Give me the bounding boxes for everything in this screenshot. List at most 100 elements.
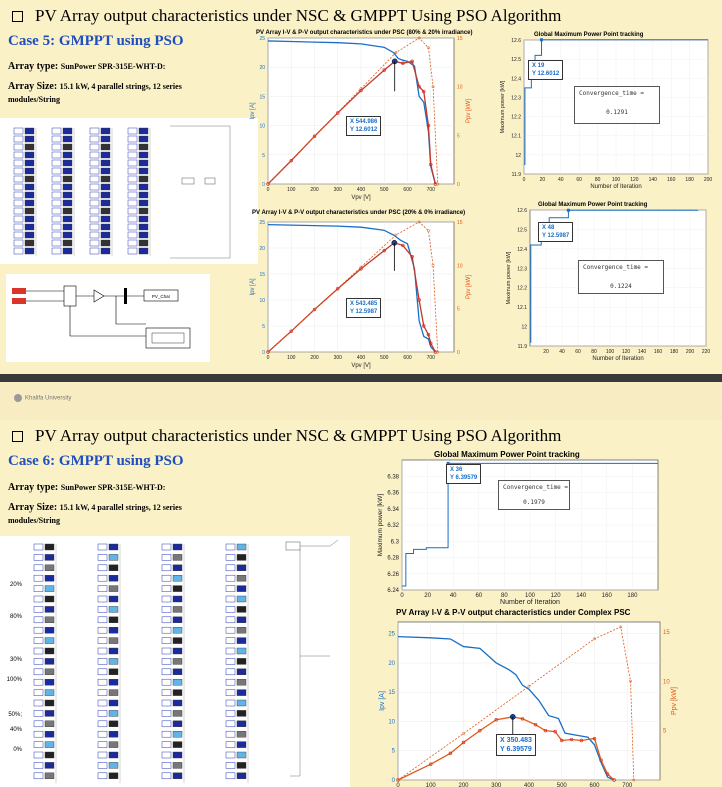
y-tick-label: 12.4	[511, 76, 521, 82]
datatip[interactable]: X 19 Y 12.6012	[528, 60, 564, 80]
series-pvuniform-line	[267, 221, 439, 353]
datatip-x: X 543.485	[350, 301, 378, 307]
pv-module-cell	[100, 231, 111, 239]
simulink-array-diagram[interactable]	[0, 118, 258, 264]
pv-module	[51, 175, 62, 183]
y-tick-label: 6.3	[391, 539, 400, 545]
y-tick-label: 15	[259, 94, 265, 100]
pv-module	[97, 678, 108, 686]
pv-data-point	[429, 162, 433, 167]
x-tick-label: 20	[424, 593, 431, 599]
simulink-control-diagram[interactable]: PV_Char	[6, 274, 210, 362]
pv-module	[51, 159, 62, 167]
irradiance-label: 30%	[10, 657, 23, 663]
pv-module-cell	[172, 710, 183, 717]
pv-data-point	[422, 324, 426, 328]
pv-module	[89, 143, 100, 151]
y-tick-label: 20	[388, 661, 395, 667]
pv-module-cell	[24, 223, 35, 231]
pv-module	[51, 135, 62, 143]
pv-chart-top-svg: 0 100 200 300 400 500 600 700 0 5 10 15 20 25 0 5 10 15 Vp…	[250, 36, 472, 201]
pv-module-cell	[24, 127, 35, 135]
pv-module-cell	[108, 710, 119, 717]
pv-module	[127, 223, 138, 231]
pv-module-cell	[172, 741, 183, 748]
mux-block	[63, 285, 77, 307]
uniform-data-point	[632, 778, 636, 782]
pv-module	[33, 772, 44, 780]
x-tick-label: 100	[426, 783, 437, 787]
pv-module-cell	[172, 543, 183, 551]
datatip[interactable]: X 543.485 Y 12.5987	[346, 298, 382, 318]
pv-module	[97, 606, 108, 613]
pv-module	[51, 143, 62, 151]
x-tick-label: 500	[380, 355, 389, 361]
pv-module-cell	[62, 151, 73, 159]
pv-module	[97, 689, 108, 696]
series-iv-line	[267, 40, 437, 185]
y-axis-label: Maximum power [kW]	[500, 80, 506, 133]
uniform-data-point	[394, 51, 398, 55]
y-tick-label: 20	[259, 65, 265, 71]
pv-module	[127, 151, 138, 159]
pv-module-cell	[108, 543, 119, 551]
pv-data-point	[401, 243, 405, 248]
logo-text: Khalifa University	[25, 395, 72, 402]
y-tick-label: 6.28	[387, 556, 399, 562]
pv-module	[51, 127, 62, 135]
gmppt-chart: Global Maximum Power Point tracking 0 20 4…	[362, 448, 662, 608]
y-tick-label: 0	[262, 350, 265, 356]
x-tick-label: 220	[702, 349, 711, 355]
pv-module	[127, 183, 138, 191]
x-tick-label: 100	[287, 355, 296, 361]
pv-module	[225, 730, 236, 738]
datatip[interactable]: X 36 Y 6.39579	[446, 464, 482, 484]
pv-data-point	[429, 762, 433, 766]
pv-module	[225, 699, 236, 707]
pv-module	[97, 543, 108, 551]
pv-module-cell	[100, 151, 111, 159]
x-tick-label: 120	[551, 593, 562, 599]
pv-module-cell	[44, 564, 55, 571]
pv-module-cell	[44, 751, 55, 759]
datatip[interactable]: X 544.986 Y 12.6012	[346, 116, 382, 136]
pv-module	[13, 167, 24, 175]
y-tick-label: 0	[392, 778, 396, 784]
y-tick-label: 12.3	[511, 95, 521, 101]
pv-data-point	[448, 751, 453, 756]
pv-data-point	[543, 728, 548, 733]
pv-module-cell	[24, 167, 35, 175]
pv-module	[33, 668, 44, 676]
pv-module-cell	[108, 554, 119, 561]
y2-tick-label: 15	[457, 220, 463, 226]
irradiance-label: 80%	[10, 614, 23, 620]
pv-data-point	[579, 738, 584, 743]
pv-module-cell	[24, 199, 35, 207]
pv-data-point	[599, 758, 603, 762]
pv-module-cell	[138, 199, 149, 207]
pv-module	[89, 207, 100, 215]
pv-module	[225, 668, 236, 676]
simulink-array-diagram[interactable]: 20% 80% 30% 100% 50%; 40% 0%	[0, 536, 350, 787]
series-pvuniform-line	[397, 626, 635, 781]
pv-module-cell	[236, 668, 247, 676]
irradiance-label: 20%	[10, 582, 23, 588]
pv-module	[225, 595, 236, 603]
pv-module	[225, 543, 236, 551]
pv-module	[127, 127, 138, 135]
pv-module	[89, 151, 100, 159]
pv-module	[89, 215, 100, 223]
pv-module	[51, 207, 62, 215]
pv-module	[161, 668, 172, 676]
datatip[interactable]: X 48 Y 12.5987	[538, 222, 574, 242]
pv-module-cell	[172, 575, 183, 582]
datatip[interactable]: X 350.483 Y 6.39579	[496, 734, 536, 756]
x-tick-label: 0	[267, 355, 270, 361]
pv-module	[97, 751, 108, 759]
pv-module-cell	[138, 215, 149, 223]
pv-module	[33, 606, 44, 613]
pv-module	[89, 135, 100, 143]
pv-module	[225, 720, 236, 728]
x-tick-label: 120	[630, 177, 639, 183]
pv-module	[33, 543, 44, 551]
